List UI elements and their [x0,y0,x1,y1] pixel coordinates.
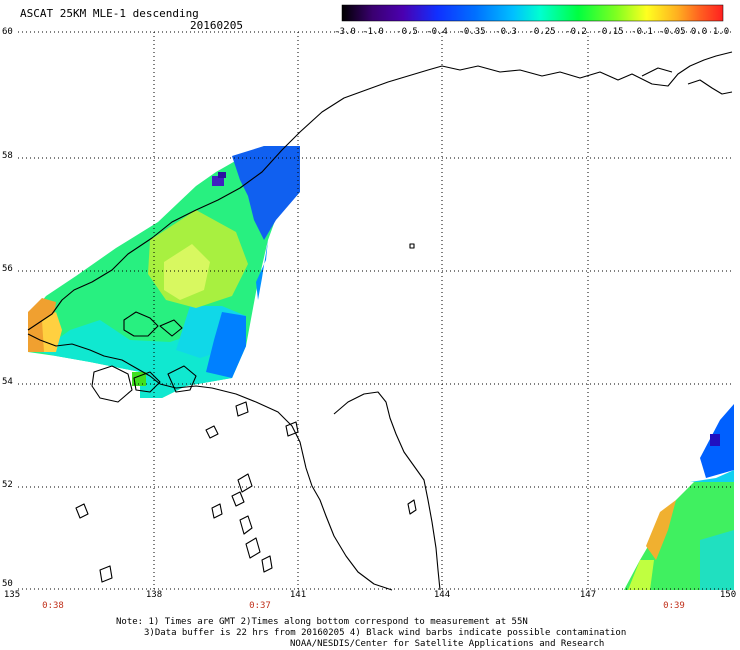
colorbar-label: -0.05 [658,27,686,37]
footnote-line-2: 3)Data buffer is 22 hrs from 20160205 4)… [144,628,627,638]
longitude-label: 135 [3,590,21,600]
coastline [27,51,733,591]
longitude-label: 150 [719,590,737,600]
colorbar-label: -0.4 [426,27,448,37]
wind-swath-southeast [624,404,734,590]
colorbar-label: -0.25 [528,27,556,37]
latitude-label: 54 [2,377,13,387]
latitude-label: 56 [2,264,13,274]
map-date: 20160205 [190,19,243,32]
longitude-label: 144 [433,590,451,600]
latitude-label: 52 [2,480,13,490]
footnote-line-1: Note: 1) Times are GMT 2)Times along bot… [116,617,528,627]
wind-swath-northwest [28,146,300,398]
colorbar-label: 1.0 [712,27,730,37]
colorbar-label: -0.5 [396,27,418,37]
pass-time: 0:37 [249,601,271,611]
pass-time: 0:39 [663,601,685,611]
latitude-label: 50 [2,579,13,589]
longitude-label: 138 [145,590,163,600]
colorbar-label: -0.35 [458,27,486,37]
colorbar-label: -3.0 [334,27,356,37]
longitude-label: 147 [579,590,597,600]
graticule [18,31,734,590]
longitude-label: 141 [289,590,307,600]
latitude-label: 60 [2,27,13,37]
colorbar-label: -0.1 [631,27,653,37]
colorbar-label: -0.2 [565,27,587,37]
footnote-line-3: NOAA/NESDIS/Center for Satellite Applica… [290,639,605,649]
pass-time: 0:38 [42,601,64,611]
colorbar-label: 0.0 [690,27,708,37]
colorbar-label: -0.3 [495,27,517,37]
colorbar-label: -0.15 [596,27,624,37]
latitude-label: 58 [2,151,13,161]
map-title: ASCAT 25KM MLE-1 descending [20,7,199,20]
colorbar-label: -1.0 [362,27,384,37]
colorbar [341,4,724,22]
